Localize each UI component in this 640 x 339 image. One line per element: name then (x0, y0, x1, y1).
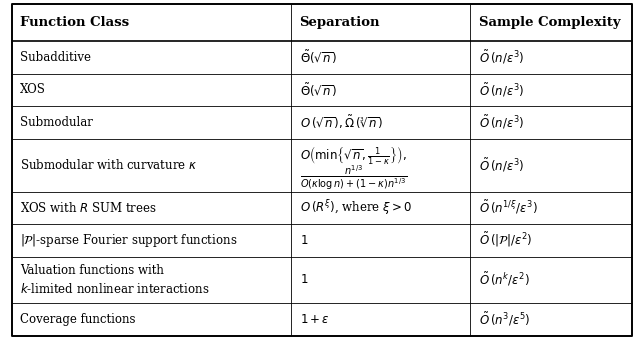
Text: $\dfrac{n^{1/3}}{O(\kappa\log n)+(1-\kappa)n^{1/3}}$: $\dfrac{n^{1/3}}{O(\kappa\log n)+(1-\kap… (300, 163, 406, 192)
Text: $\tilde{O}\,(n/\epsilon^3)$: $\tilde{O}\,(n/\epsilon^3)$ (479, 49, 524, 66)
Text: $O\,(R^\xi)$, where $\xi > 0$: $O\,(R^\xi)$, where $\xi > 0$ (300, 198, 412, 218)
Text: Submodular with curvature $\kappa$: Submodular with curvature $\kappa$ (20, 158, 197, 172)
Text: $\tilde{O}\,(n/\epsilon^3)$: $\tilde{O}\,(n/\epsilon^3)$ (479, 156, 524, 174)
Text: Submodular: Submodular (20, 116, 93, 129)
Text: $1 + \epsilon$: $1 + \epsilon$ (300, 313, 330, 326)
Text: $\tilde{O}\,(|\mathcal{P}|/\epsilon^2)$: $\tilde{O}\,(|\mathcal{P}|/\epsilon^2)$ (479, 231, 532, 250)
Text: $\tilde{O}\,(n^3/\epsilon^5)$: $\tilde{O}\,(n^3/\epsilon^5)$ (479, 311, 530, 328)
Text: XOS with $R$ SUM trees: XOS with $R$ SUM trees (20, 201, 157, 215)
Text: Valuation functions with: Valuation functions with (20, 264, 164, 277)
Text: Function Class: Function Class (20, 16, 129, 29)
Text: $\tilde{O}\,(n/\epsilon^3)$: $\tilde{O}\,(n/\epsilon^3)$ (479, 81, 524, 99)
Text: $\tilde{O}\,(n^k/\epsilon^2)$: $\tilde{O}\,(n^k/\epsilon^2)$ (479, 271, 530, 288)
Text: $|\mathcal{P}|$-sparse Fourier support functions: $|\mathcal{P}|$-sparse Fourier support f… (20, 232, 237, 249)
Text: $\tilde{O}\,(n^{1/\xi}/\epsilon^3)$: $\tilde{O}\,(n^{1/\xi}/\epsilon^3)$ (479, 199, 538, 217)
Text: $O\,(\sqrt{n}),\tilde{\Omega}\,(\sqrt[3]{n})$: $O\,(\sqrt{n}),\tilde{\Omega}\,(\sqrt[3]… (300, 114, 383, 131)
Text: XOS: XOS (20, 83, 45, 97)
Text: Subadditive: Subadditive (20, 51, 91, 64)
Text: $O\left(\min\left\{\sqrt{n},\frac{1}{1-\kappa}\right\}\right),$: $O\left(\min\left\{\sqrt{n},\frac{1}{1-\… (300, 143, 406, 165)
Text: $1$: $1$ (300, 234, 308, 247)
Text: $1$: $1$ (300, 273, 308, 286)
Text: Coverage functions: Coverage functions (20, 313, 135, 326)
Text: Sample Complexity: Sample Complexity (479, 16, 620, 29)
Text: $\tilde{\Theta}(\sqrt{n})$: $\tilde{\Theta}(\sqrt{n})$ (300, 81, 337, 99)
Text: $\tilde{\Theta}(\sqrt{n})$: $\tilde{\Theta}(\sqrt{n})$ (300, 49, 337, 66)
Text: Separation: Separation (300, 16, 380, 29)
Text: $\tilde{O}\,(n/\epsilon^3)$: $\tilde{O}\,(n/\epsilon^3)$ (479, 114, 524, 131)
Text: $k$-limited nonlinear interactions: $k$-limited nonlinear interactions (20, 282, 209, 296)
